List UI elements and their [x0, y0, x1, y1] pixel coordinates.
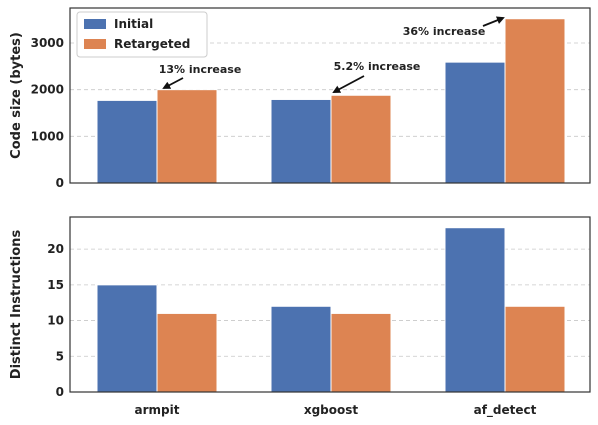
y-tick-label: 15	[47, 278, 64, 292]
bar-initial-xgboost	[270, 305, 332, 393]
bar-initial-af-detect	[444, 61, 506, 184]
y-tick-label: 20	[47, 242, 64, 256]
legend-label-retargeted: Retargeted	[114, 37, 190, 51]
annotation-label: 5.2% increase	[334, 60, 421, 73]
plot-frame	[69, 7, 591, 184]
legend-label-initial: Initial	[114, 17, 153, 31]
bar-retargeted-af-detect	[504, 18, 566, 184]
annotation-arrow	[332, 75, 365, 93]
x-tick-label: af_detect	[474, 403, 537, 418]
annotation-label: 13% increase	[159, 63, 242, 76]
annotation-label: 36% increase	[403, 25, 486, 38]
y-tick-label: 0	[56, 176, 64, 190]
distinct-instructions-chart: 0 5 10 15 20 Distinct Instructions armpit xgboo…	[9, 216, 591, 418]
bar-retargeted-xgboost	[330, 312, 392, 393]
y-tick-label: 5	[56, 349, 64, 363]
bar-retargeted-armpit	[156, 89, 218, 184]
y-tick-label: 0	[56, 385, 64, 399]
bar-initial-af-detect	[444, 227, 506, 393]
y-axis-label: Code size (bytes)	[9, 32, 24, 159]
annotation-arrow	[482, 16, 505, 27]
plot-frame	[69, 216, 591, 393]
bar-initial-armpit	[96, 99, 158, 184]
y-tick-label: 2000	[31, 83, 64, 97]
bar-initial-xgboost	[270, 98, 332, 184]
x-tick-label: armpit	[135, 403, 180, 417]
legend-swatch-retargeted	[84, 39, 106, 49]
bar-initial-armpit	[96, 284, 158, 393]
annotation-arrow	[162, 77, 184, 89]
legend-swatch-initial	[84, 19, 106, 29]
y-tick-label: 1000	[31, 129, 64, 143]
y-tick-label: 3000	[31, 36, 64, 50]
bar-retargeted-xgboost	[330, 94, 392, 184]
y-tick-label: 10	[47, 314, 64, 328]
legend-box	[76, 11, 208, 58]
code-size-chart: 0 1000 2000 3000 Code size (bytes) 13% increa…	[9, 7, 591, 190]
bar-retargeted-armpit	[156, 312, 218, 393]
x-tick-label: xgboost	[304, 403, 359, 417]
legend: Initial Retargeted	[76, 11, 208, 58]
y-axis-label: Distinct Instructions	[9, 230, 24, 380]
bar-retargeted-af-detect	[504, 305, 566, 393]
